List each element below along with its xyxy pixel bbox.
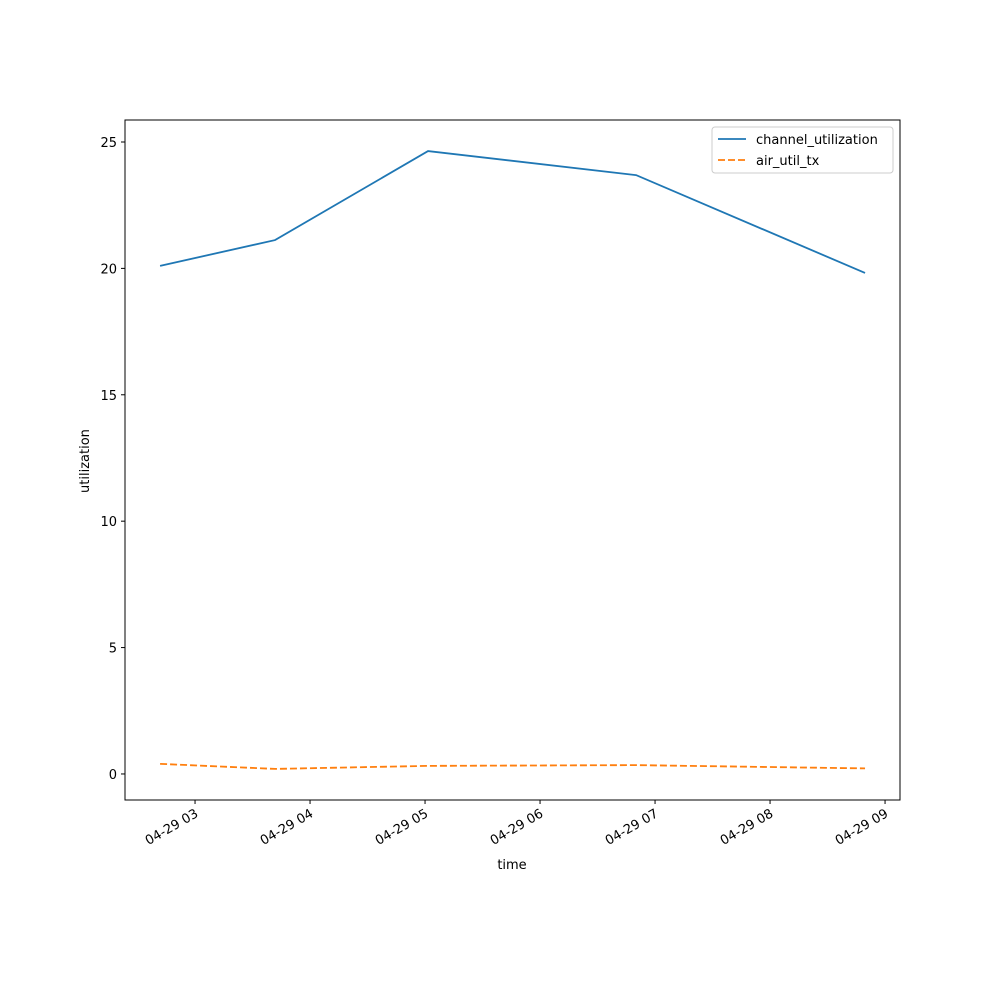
- line-series: [160, 762, 866, 770]
- legend-label: channel_utilization: [756, 133, 878, 148]
- y-tick-label: 5: [109, 642, 117, 657]
- y-tick-label: 25: [100, 136, 117, 151]
- legend-box: [711, 126, 894, 174]
- legend-label: air_util_tx: [756, 154, 820, 169]
- line-series: [159, 150, 866, 274]
- plot-frame: [124, 119, 901, 801]
- y-axis-label: utilization: [78, 429, 93, 493]
- y-tick-label: 20: [100, 262, 117, 277]
- y-tick-label: 0: [109, 768, 117, 783]
- y-tick-label: 15: [100, 389, 117, 404]
- y-tick-label: 10: [100, 515, 117, 530]
- x-axis-label: time: [497, 858, 526, 873]
